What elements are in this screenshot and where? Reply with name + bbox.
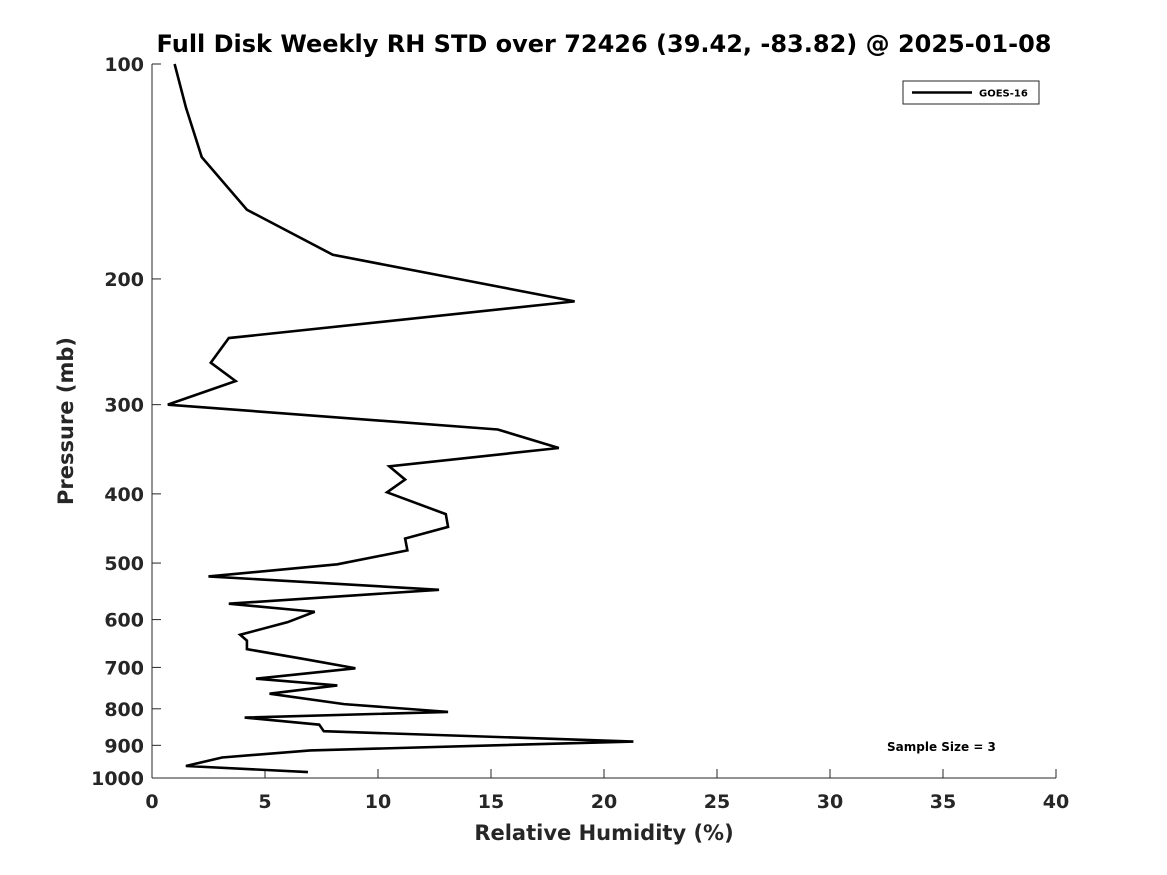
x-tick-label: 20 xyxy=(591,791,617,813)
y-tick-label: 300 xyxy=(104,395,144,417)
x-axis-ticks: 0 5 10 15 20 25 30 35 40 xyxy=(145,769,1069,813)
sample-size-annotation: Sample Size = 3 xyxy=(887,740,996,754)
x-tick-label: 10 xyxy=(365,791,391,813)
y-tick-label: 900 xyxy=(104,735,144,757)
y-tick-label: 200 xyxy=(104,269,144,291)
y-tick-label: 800 xyxy=(104,699,144,721)
x-tick-label: 35 xyxy=(930,791,956,813)
x-tick-label: 30 xyxy=(817,791,843,813)
series-line-goes-16 xyxy=(167,63,634,774)
y-tick-label: 600 xyxy=(104,610,144,632)
legend: GOES-16 xyxy=(902,80,1040,105)
y-axis-label: Pressure (mb) xyxy=(54,337,78,505)
y-tick-label: 400 xyxy=(104,484,144,506)
y-axis-ticks: 100 200 300 400 500 600 700 800 900 1000 xyxy=(91,54,161,790)
y-tick-label: 100 xyxy=(104,54,144,76)
y-tick-label: 1000 xyxy=(91,768,144,790)
legend-label-goes-16: GOES-16 xyxy=(979,89,1028,100)
x-axis-label: Relative Humidity (%) xyxy=(474,821,733,845)
x-tick-label: 25 xyxy=(704,791,730,813)
chart-title: Full Disk Weekly RH STD over 72426 (39.4… xyxy=(157,30,1052,58)
x-tick-label: 15 xyxy=(478,791,504,813)
x-tick-label: 40 xyxy=(1043,791,1069,813)
x-tick-label: 5 xyxy=(258,791,271,813)
y-tick-label: 700 xyxy=(104,657,144,679)
plot-area xyxy=(151,64,1056,779)
x-tick-label: 0 xyxy=(145,791,158,813)
y-tick-label: 500 xyxy=(104,553,144,575)
series-layer xyxy=(167,63,634,774)
